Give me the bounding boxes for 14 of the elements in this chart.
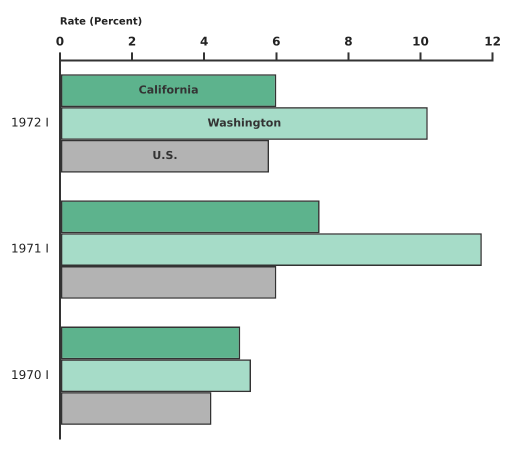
series-label: U.S. xyxy=(152,149,178,162)
x-tick-label: 0 xyxy=(56,34,64,48)
x-tick-label: 4 xyxy=(200,34,208,48)
y-tick-label: 1970 I xyxy=(10,368,49,382)
x-tick-label: 6 xyxy=(272,34,280,48)
x-tick-label: 12 xyxy=(484,34,501,48)
series-label: Washington xyxy=(207,116,282,130)
x-axis-title: Rate (Percent) xyxy=(60,16,142,28)
y-tick-label: 1972 I xyxy=(10,116,49,130)
series-label: California xyxy=(138,84,199,97)
x-tick-label: 10 xyxy=(412,34,429,48)
x-tick-label: 2 xyxy=(128,34,136,48)
y-tick-label: 1971 I xyxy=(10,242,49,256)
x-tick-label: 8 xyxy=(344,34,353,48)
